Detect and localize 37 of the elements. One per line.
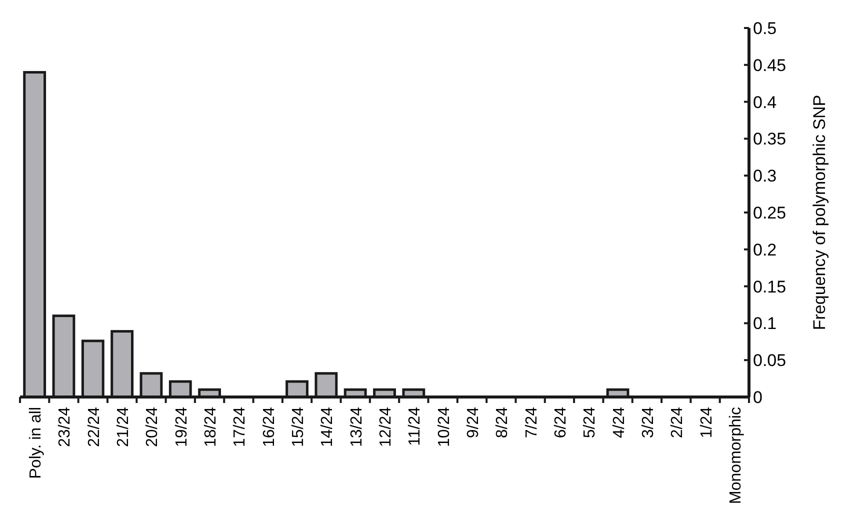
x-tick-label: 21/24 — [115, 406, 132, 448]
x-tick-label: 4/24 — [610, 406, 628, 438]
x-tick-label: 20/24 — [144, 406, 162, 448]
x-tick-label: 8/24 — [494, 406, 512, 438]
x-tick-label: Poly. in all — [28, 407, 45, 479]
y-tick-label: 0.35 — [753, 130, 786, 149]
x-tick-label: Monomorphic — [727, 407, 744, 504]
x-tick-label: 12/24 — [378, 406, 394, 448]
y-axis-title: Frequency of polymorphic SNP — [810, 94, 829, 330]
x-tick-label: 1/24 — [698, 406, 716, 438]
y-tick-label: 0.45 — [753, 56, 786, 75]
y-tick-label: 0.1 — [753, 314, 777, 334]
x-tick-label: 15/24 — [290, 406, 308, 448]
y-tick-label: 0.5 — [753, 18, 777, 38]
x-tick-label: 3/24 — [640, 406, 657, 438]
x-tick-label: 10/24 — [436, 406, 453, 448]
x-tick-label: 16/24 — [260, 406, 278, 448]
x-tick-label: 6/24 — [552, 406, 570, 438]
x-tick-label: 7/24 — [523, 406, 540, 438]
x-tick-label: 5/24 — [582, 406, 599, 438]
y-tick-label: 0.25 — [753, 203, 786, 222]
x-tick-label: 13/24 — [348, 406, 366, 448]
x-tick-label: 23/24 — [56, 406, 74, 448]
x-tick-label: 19/24 — [173, 406, 190, 448]
y-tick-label: 0.15 — [753, 277, 786, 296]
y-tick-label: 0.05 — [753, 351, 786, 370]
y-tick-label: 0.3 — [753, 166, 777, 186]
x-tick-label: 17/24 — [232, 406, 249, 448]
y-tick-label: 0.2 — [753, 240, 777, 260]
y-tick-label: 0.4 — [753, 92, 777, 112]
x-tick-label: 11/24 — [406, 406, 424, 446]
x-tick-label: 9/24 — [464, 406, 482, 438]
x-tick-label: 22/24 — [86, 406, 103, 448]
x-tick-label: 2/24 — [669, 406, 686, 438]
x-tick-label: 18/24 — [202, 406, 220, 448]
x-tick-label: 14/24 — [319, 406, 336, 448]
y-tick-label: 0 — [753, 388, 762, 407]
